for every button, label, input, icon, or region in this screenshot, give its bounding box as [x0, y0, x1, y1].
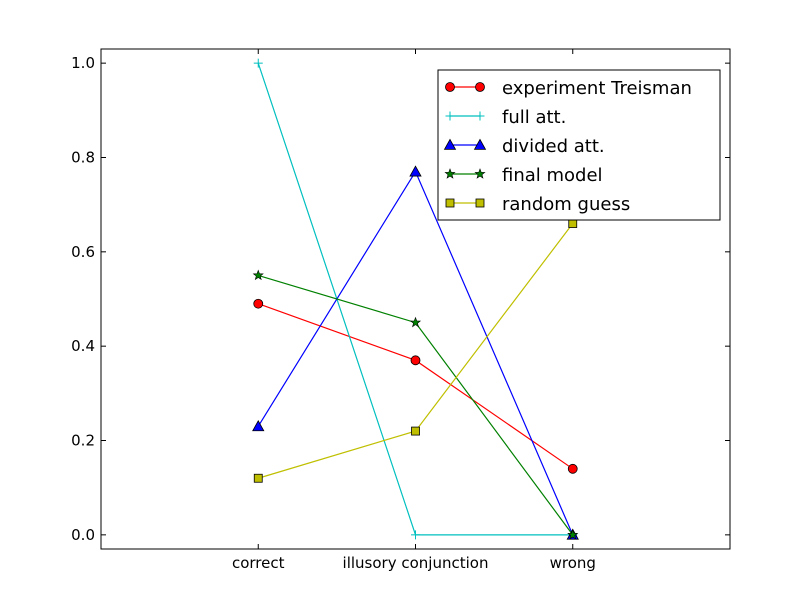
legend-label-2: divided att.: [502, 136, 605, 157]
y-tick-label-5: 1.0: [71, 54, 95, 72]
series-3-point-0: [252, 269, 264, 281]
series-1-point-0: [253, 58, 263, 68]
series-0-point-0: [253, 298, 264, 309]
series-2-point-0: [252, 420, 265, 432]
legend-marker-end-1: [475, 111, 485, 121]
legend-box: [437, 69, 721, 221]
x-tick-label-0: correct: [232, 554, 285, 572]
legend-marker-end-4: [475, 198, 485, 208]
legend-marker-start-2: [443, 138, 457, 150]
legend-marker-end-0: [475, 82, 485, 92]
y-tick-label-2: 0.4: [71, 337, 95, 355]
legend-marker-start-3: [444, 168, 456, 179]
y-tick-label-4: 0.8: [71, 148, 95, 166]
series-4-point-1: [411, 426, 420, 436]
legend-marker-start-0: [445, 82, 455, 92]
x-tick-label-1: illusory conjunction: [343, 554, 489, 572]
legend-label-1: full att.: [502, 107, 566, 128]
legend-label-4: random guess: [502, 194, 630, 215]
series-markers: [252, 58, 579, 540]
legend-marker-start-1: [445, 111, 455, 121]
series-3-point-1: [409, 316, 422, 328]
legend-marker-start-4: [445, 198, 455, 208]
y-tick-label-1: 0.2: [71, 432, 95, 450]
series-3-point-2: [567, 528, 579, 540]
series-1-point-1: [411, 530, 420, 540]
legend: experiment Treisman full att. divided att.…: [437, 69, 721, 221]
legend-marker-end-3: [474, 168, 486, 179]
series-4-point-2: [568, 219, 578, 228]
series-2-point-1: [409, 165, 422, 177]
axis-ticks: 0.0 0.2 0.4 0.6 0.8 1.0 correct illusory conjun…: [71, 49, 730, 572]
x-tick-label-2: wrong: [550, 554, 596, 572]
series-4-point-0: [253, 473, 263, 483]
y-tick-label-0: 0.0: [71, 526, 95, 544]
legend-marker-end-2: [473, 138, 487, 150]
legend-label-3: final model: [502, 165, 603, 186]
y-tick-label-3: 0.6: [71, 243, 95, 261]
series-0-point-2: [567, 463, 578, 474]
legend-label-0: experiment Treisman: [502, 78, 692, 99]
series-0-point-1: [410, 355, 421, 366]
